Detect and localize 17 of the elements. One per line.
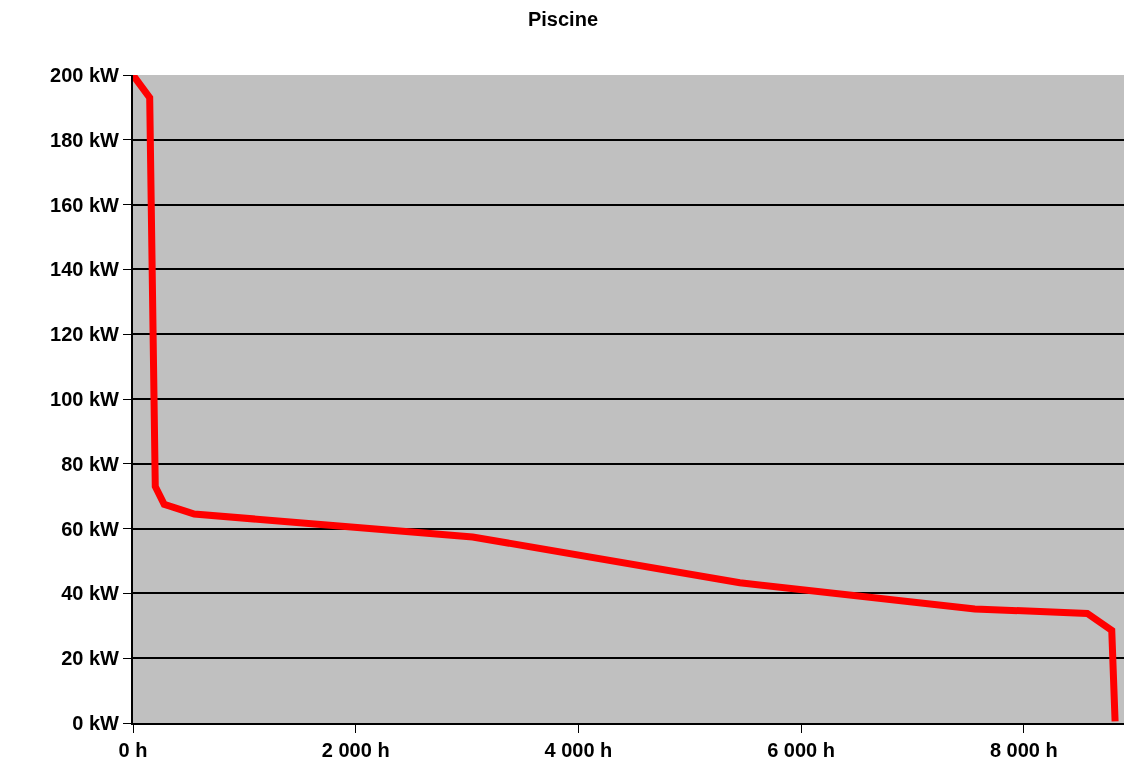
y-tick-label: 20 kW: [61, 647, 120, 670]
y-tick-label: 100 kW: [50, 388, 120, 410]
chart-title: Piscine: [527, 7, 599, 30]
y-tick-label: 160 kW: [50, 193, 120, 216]
x-tick-label: 4 000 h: [544, 739, 613, 761]
x-tick-label: 0 h: [118, 739, 148, 761]
y-tick-label: 0 kW: [72, 712, 120, 734]
x-tick-label: 6 000 h: [767, 739, 835, 761]
x-tick-label: 8 000 h: [989, 739, 1058, 761]
y-tick-label: 80 kW: [61, 452, 120, 475]
x-tick-label: 2 000 h: [321, 739, 390, 761]
y-tick-label: 140 kW: [50, 258, 120, 281]
y-tick-label: 180 kW: [50, 128, 120, 151]
y-tick-label: 200 kW: [50, 64, 120, 86]
y-tick-label: 40 kW: [61, 582, 120, 605]
y-tick-label: 60 kW: [61, 517, 120, 540]
y-tick-label: 120 kW: [50, 323, 120, 346]
